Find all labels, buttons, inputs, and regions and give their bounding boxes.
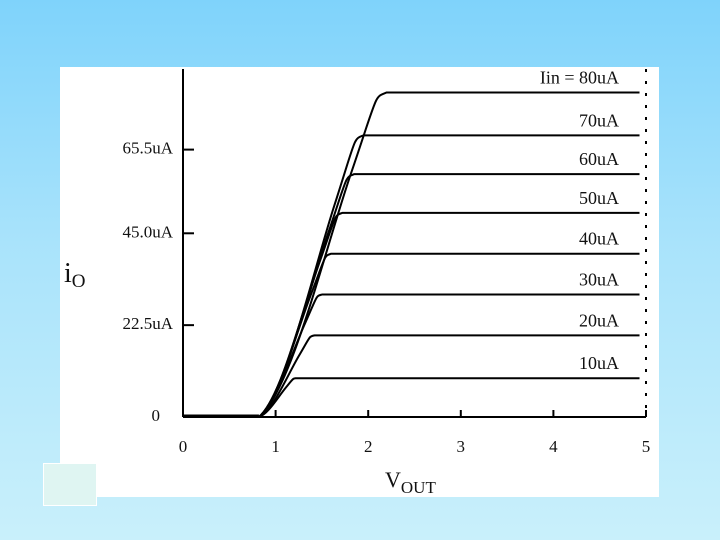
y-tick-label: 0 — [152, 406, 161, 425]
series-curve-10uA — [258, 377, 640, 418]
axes — [182, 69, 647, 418]
x-tick-label: 5 — [642, 437, 651, 456]
y-axis-label: iO — [64, 258, 86, 292]
x-tick-label: 4 — [549, 437, 558, 456]
curves — [183, 91, 640, 418]
x-axis-label-main: V — [385, 467, 401, 492]
series-label-60uA: 60uA — [579, 149, 619, 169]
y-tick-label: 65.5uA — [122, 139, 173, 158]
y-axis-label-main: i — [64, 258, 72, 289]
iv-characteristic-chart: 0 1 2 3 4 5 0 22.5uA 45.0uA 65.5uA 10uA 20uA 30uA 40… — [64, 67, 650, 497]
series-curve-60uA — [258, 173, 640, 418]
series-curve-80uA — [258, 91, 640, 418]
x-tick-label: 3 — [457, 437, 466, 456]
x-tick-label: 0 — [179, 437, 188, 456]
series-curve-20uA — [258, 334, 640, 418]
series-label-80uA: Iin = 80uA — [540, 67, 619, 87]
series-label-40uA: 40uA — [579, 229, 619, 249]
slide-card: 0 1 2 3 4 5 0 22.5uA 45.0uA 65.5uA 10uA 20uA 30uA 40… — [60, 67, 659, 497]
ticks: 0 1 2 3 4 5 0 22.5uA 45.0uA 65.5uA — [122, 139, 650, 456]
series-label-10uA: 10uA — [579, 353, 619, 373]
series-label-50uA: 50uA — [579, 188, 619, 208]
corner-decoration-box — [43, 463, 97, 506]
series-label-30uA: 30uA — [579, 270, 619, 290]
x-tick-label: 1 — [271, 437, 280, 456]
series-curve-70uA — [258, 134, 640, 418]
series-labels: 10uA 20uA 30uA 40uA 50uA 60uA 70uA Iin = 80uA — [540, 67, 619, 373]
y-axis-label-sub: O — [72, 271, 86, 292]
y-tick-label: 45.0uA — [122, 222, 173, 241]
x-tick-label: 2 — [364, 437, 373, 456]
series-label-70uA: 70uA — [579, 110, 619, 130]
series-label-20uA: 20uA — [579, 310, 619, 330]
y-tick-label: 22.5uA — [122, 314, 173, 333]
x-axis-label-sub: OUT — [401, 478, 437, 497]
x-axis-label: VOUT — [385, 467, 436, 497]
